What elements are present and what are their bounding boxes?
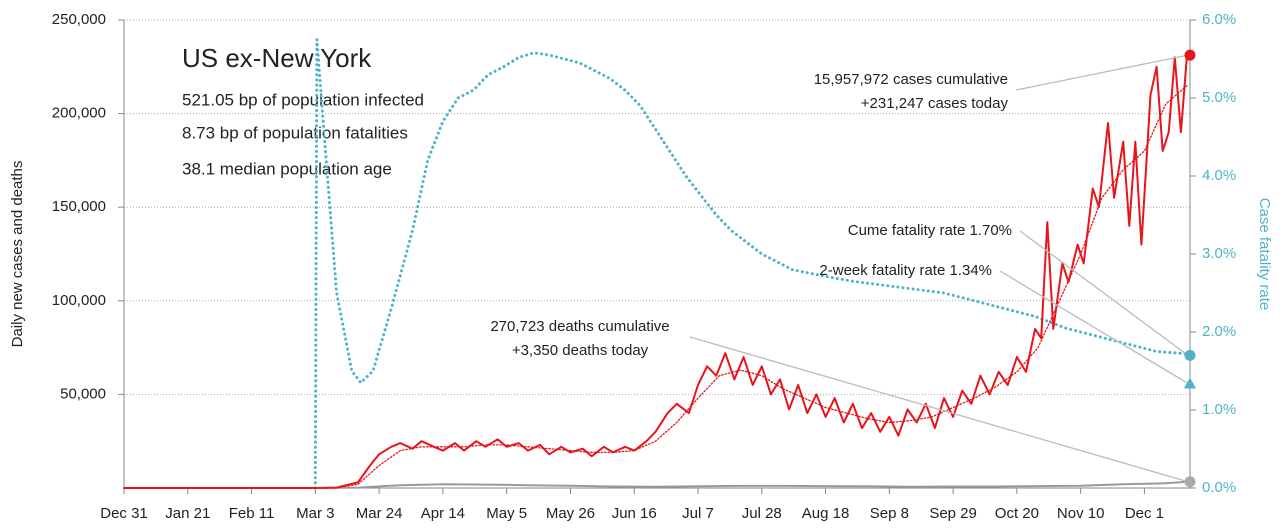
- x-tick-label: Dec 1: [1125, 505, 1164, 522]
- y2-tick-label: 4.0%: [1202, 167, 1236, 184]
- x-tick-label: Jun 16: [612, 505, 657, 522]
- leader-line: [1019, 230, 1189, 356]
- x-tick-label: Jul 7: [682, 505, 714, 522]
- y2-tick-label: 5.0%: [1202, 89, 1236, 106]
- y-axis-title: Daily new cases and deaths: [9, 161, 26, 348]
- series-line: [123, 480, 1188, 489]
- y-tick-label: 250,000: [52, 11, 106, 28]
- end-marker: [1184, 49, 1196, 61]
- subtitle: 38.1 median population age: [182, 159, 392, 178]
- x-tick-label: Feb 11: [229, 505, 275, 522]
- x-tick-label: Sep 8: [870, 505, 909, 522]
- series-line: [313, 38, 1189, 490]
- series-line: [123, 84, 1188, 489]
- y-tick-label: 150,000: [52, 198, 106, 215]
- leader-line: [999, 270, 1189, 385]
- y2-tick-label: 0.0%: [1202, 479, 1236, 496]
- annotation: Cume fatality rate 1.70%: [848, 222, 1012, 239]
- x-tick-label: Sep 29: [929, 505, 977, 522]
- y2-tick-label: 1.0%: [1202, 401, 1236, 418]
- x-tick-label: Nov 10: [1057, 505, 1105, 522]
- y-tick-label: 50,000: [60, 385, 106, 402]
- subtitle: 521.05 bp of population infected: [182, 90, 424, 109]
- leader-line: [1015, 54, 1189, 91]
- x-tick-label: Mar 24: [356, 505, 403, 522]
- end-marker: [1184, 377, 1196, 389]
- series-line: [123, 54, 1188, 489]
- x-tick-label: Apr 14: [421, 505, 465, 522]
- annotation: 2-week fatality rate 1.34%: [819, 262, 992, 279]
- end-marker: [1184, 349, 1196, 361]
- y2-tick-label: 6.0%: [1202, 11, 1236, 28]
- x-tick-label: Jan 21: [165, 505, 210, 522]
- y-tick-label: 200,000: [52, 105, 106, 122]
- annotation: +231,247 cases today: [861, 95, 1009, 112]
- y2-tick-label: 2.0%: [1202, 323, 1236, 340]
- annotation: 15,957,972 cases cumulative: [814, 71, 1008, 88]
- y2-axis-title: Case fatality rate: [1256, 198, 1273, 311]
- x-tick-label: Oct 20: [995, 505, 1039, 522]
- x-tick-label: Mar 3: [296, 505, 334, 522]
- end-marker: [1184, 476, 1196, 488]
- annotation: 270,723 deaths cumulative: [490, 318, 669, 335]
- x-tick-label: Dec 31: [100, 505, 148, 522]
- y2-tick-label: 3.0%: [1202, 245, 1236, 262]
- x-tick-label: Aug 18: [802, 505, 850, 522]
- chart-title: US ex-New York: [182, 43, 372, 73]
- y-tick-label: 100,000: [52, 292, 106, 309]
- x-tick-label: May 26: [546, 505, 595, 522]
- x-tick-label: May 5: [486, 505, 527, 522]
- subtitle: 8.73 bp of population fatalities: [182, 123, 408, 142]
- x-tick-label: Jul 28: [742, 505, 782, 522]
- leader-line: [689, 336, 1189, 483]
- annotation: +3,350 deaths today: [512, 342, 649, 359]
